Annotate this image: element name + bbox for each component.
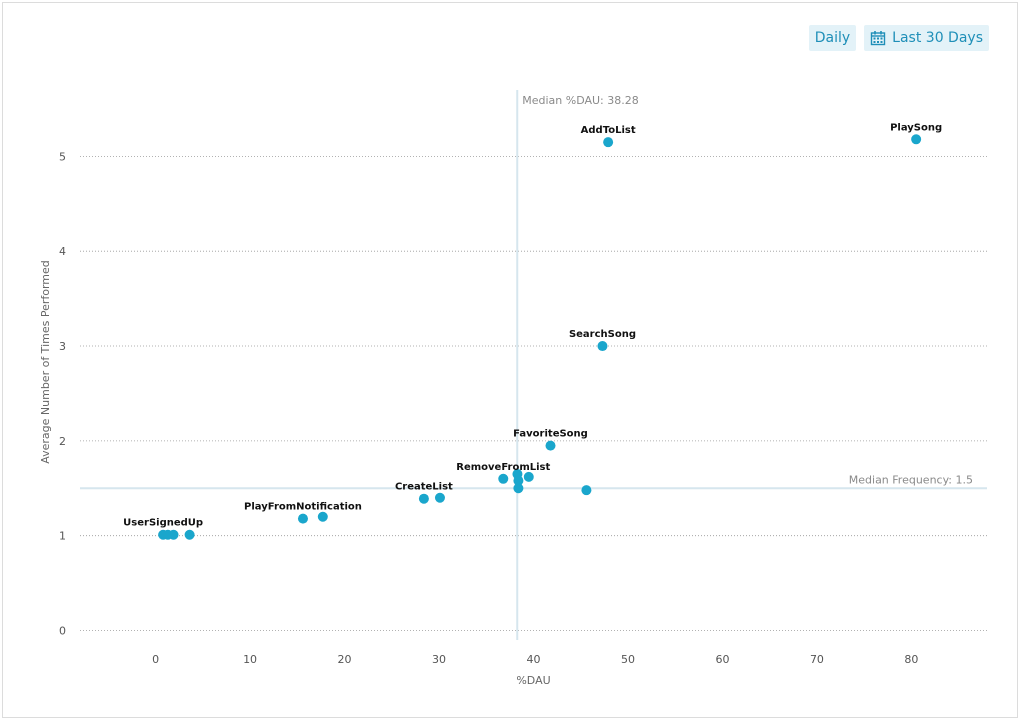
median-dau-label: Median %DAU: 38.28 — [522, 94, 639, 107]
point-label: AddToList — [581, 125, 636, 136]
x-tick-label: 30 — [432, 653, 446, 666]
y-tick-label: 2 — [59, 435, 66, 448]
y-axis-title: Average Number of Times Performed — [39, 260, 52, 464]
daily-button-label: Daily — [814, 30, 851, 46]
point-label: SearchSong — [569, 329, 636, 340]
calendar-icon — [870, 30, 886, 46]
median-frequency-label: Median Frequency: 1.5 — [849, 473, 973, 486]
scatter-point[interactable] — [911, 134, 922, 145]
scatter-point[interactable] — [513, 483, 524, 494]
x-tick-label: 40 — [527, 653, 541, 666]
scatter-point[interactable] — [523, 471, 534, 482]
scatter-point[interactable] — [597, 341, 608, 352]
y-tick-label: 3 — [59, 340, 66, 353]
point-label: RemoveFromList — [456, 462, 550, 473]
y-tick-label: 1 — [59, 530, 66, 543]
scatter-point[interactable] — [297, 513, 308, 524]
daily-button[interactable]: Daily — [808, 25, 857, 51]
x-axis-title: %DAU — [516, 674, 550, 687]
x-tick-label: 20 — [338, 653, 352, 666]
x-tick-label: 10 — [243, 653, 257, 666]
point-label: UserSignedUp — [123, 518, 203, 529]
point-label: PlayFromNotification — [244, 502, 362, 513]
scatter-point[interactable] — [603, 137, 614, 148]
scatter-point[interactable] — [581, 485, 592, 496]
scatter-point[interactable] — [513, 475, 524, 486]
scatter-point[interactable] — [434, 492, 445, 503]
x-tick-label: 60 — [715, 653, 729, 666]
scatter-point[interactable] — [317, 511, 328, 522]
scatter-point[interactable] — [168, 529, 179, 540]
point-label: PlaySong — [890, 122, 942, 133]
scatter-point[interactable] — [545, 440, 556, 451]
point-label: FavoriteSong — [513, 429, 588, 440]
x-tick-label: 50 — [621, 653, 635, 666]
x-tick-label: 80 — [904, 653, 918, 666]
y-tick-label: 0 — [59, 625, 66, 638]
y-tick-label: 4 — [59, 245, 66, 258]
x-tick-label: 70 — [810, 653, 824, 666]
y-tick-label: 5 — [59, 150, 66, 163]
scatter-point[interactable] — [418, 493, 429, 504]
chart-controls: Daily Last 30 Days — [808, 25, 989, 51]
scatter-point[interactable] — [498, 473, 509, 484]
scatter-point[interactable] — [184, 529, 195, 540]
date-range-button[interactable]: Last 30 Days — [864, 25, 989, 51]
point-label: CreateList — [395, 482, 453, 493]
x-tick-label: 0 — [152, 653, 159, 666]
date-range-label: Last 30 Days — [892, 30, 983, 46]
